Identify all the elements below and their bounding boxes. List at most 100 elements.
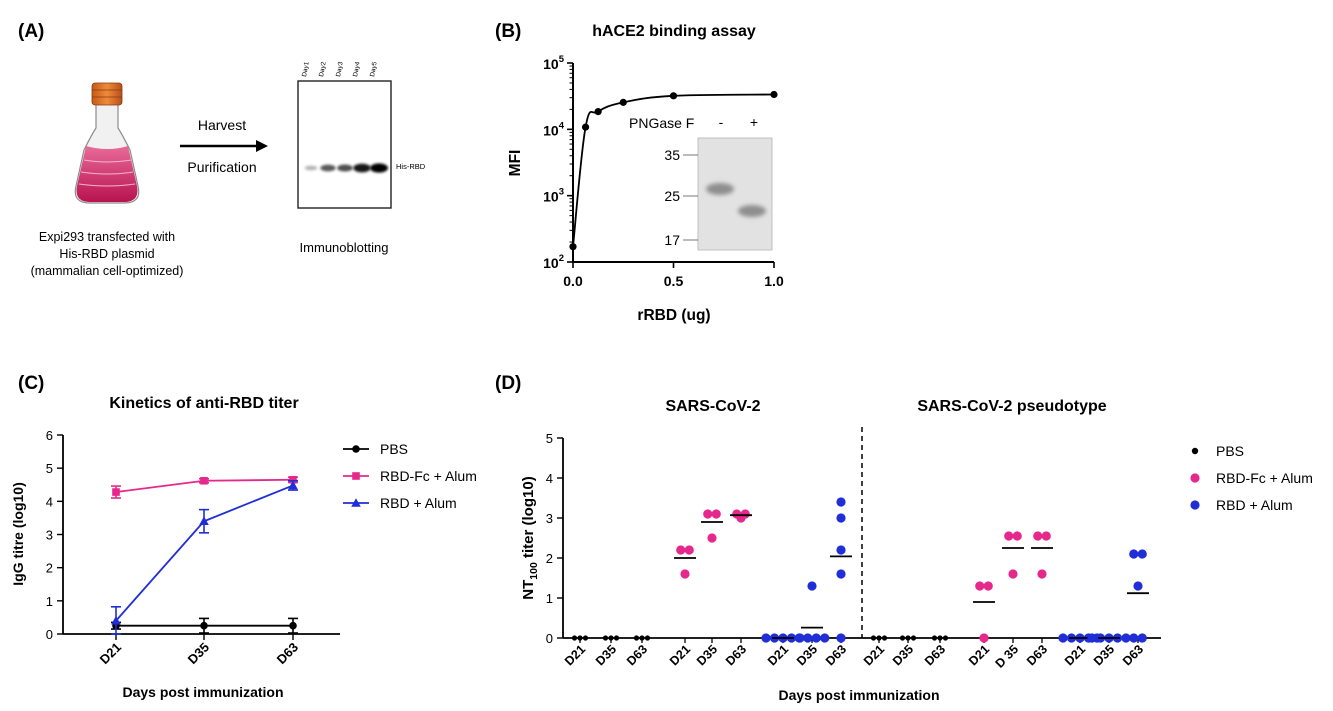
chart-b-ytick-base: 10 bbox=[543, 189, 559, 205]
chart-c-data-point bbox=[200, 476, 208, 485]
chart-c-data-point bbox=[289, 475, 297, 484]
chart-c-ytick-label: 2 bbox=[46, 561, 53, 576]
inset-band-untreated bbox=[706, 183, 734, 195]
chart-c-xlabel: Days post immunization bbox=[122, 684, 283, 700]
chart-c-ytick-label: 4 bbox=[46, 494, 53, 509]
chart-c-data-point bbox=[289, 621, 297, 630]
chart-d-data-point bbox=[905, 635, 911, 641]
chart-b-data-point bbox=[594, 108, 602, 116]
lane-label-day4: Day4 bbox=[352, 61, 362, 78]
chart-d-legend-marker bbox=[1191, 447, 1199, 455]
chart-d-data-point bbox=[979, 633, 989, 643]
chart-d-data-point bbox=[761, 633, 771, 643]
chart-d-title-left: SARS-CoV-2 bbox=[665, 398, 760, 415]
inset-title: PNGase F bbox=[629, 115, 694, 131]
chart-d-ytick-label: 2 bbox=[546, 551, 553, 566]
chart-d-xtick-label: D35 bbox=[593, 642, 619, 668]
chart-c-title: Kinetics of anti-RBD titer bbox=[109, 395, 298, 412]
chart-d-xtick-label: D63 bbox=[1024, 642, 1050, 668]
chart-c-legend-marker bbox=[352, 472, 360, 480]
chart-c-legend-label: RBD + Alum bbox=[380, 495, 457, 511]
chart-d-data-point bbox=[836, 569, 846, 579]
chart-d-xlabel: Days post immunization bbox=[778, 687, 939, 703]
chart-c-legend: PBS RBD-Fc + Alum RBD + Alum bbox=[343, 441, 477, 511]
chart-d-data-point bbox=[870, 635, 877, 641]
chart-c-ytick-label: 3 bbox=[46, 528, 53, 543]
chart-d-ytick-label: 1 bbox=[546, 591, 553, 606]
chart-d-data-point bbox=[836, 633, 846, 643]
inset-plus-label: + bbox=[750, 114, 758, 130]
chart-b-ytick-label: 103 bbox=[543, 187, 564, 205]
western-blot: Day1 Day2 Day3 Day4 Day5 His-RBD bbox=[297, 61, 426, 209]
chart-c-xtick-label: D35 bbox=[185, 640, 212, 667]
chart-d-xtick-label: D21 bbox=[1062, 642, 1088, 668]
chart-d-ylabel: NT100 titer (log10) bbox=[520, 476, 540, 599]
flask-illustration bbox=[74, 82, 140, 204]
panel-d: (D) SARS-CoV-2 SARS-CoV-2 pseudotype 0 1 2… bbox=[495, 373, 1313, 703]
chart-d-legend-label: PBS bbox=[1216, 443, 1244, 459]
chart-d-data-point bbox=[794, 633, 804, 643]
chart-d-ytick-label: 3 bbox=[546, 511, 553, 526]
chart-d-data-point bbox=[703, 509, 713, 519]
chart-d-xtick-label: D35 bbox=[794, 642, 820, 668]
chart-d-data-point bbox=[1121, 633, 1131, 643]
chart-b-xlabel: rRBD (ug) bbox=[637, 307, 710, 324]
flask-caption-line-3: (mammalian cell-optimized) bbox=[31, 264, 184, 278]
chart-d-data-point bbox=[836, 513, 846, 523]
chart-d-data-point bbox=[876, 635, 882, 641]
inset-marker-17: 17 bbox=[664, 232, 680, 248]
chart-d-data-point bbox=[1037, 569, 1047, 579]
chart-c-xtick-label: D21 bbox=[97, 640, 124, 667]
blot-band-lane-4 bbox=[353, 163, 371, 173]
chart-c-data-point bbox=[199, 516, 209, 526]
chart-b-data-point bbox=[581, 123, 590, 131]
chart-d-data-point bbox=[684, 545, 694, 555]
chart-c-data-point bbox=[112, 488, 120, 496]
chart-d-data-point bbox=[676, 545, 686, 555]
blot-band-lane-1 bbox=[304, 165, 318, 171]
chart-d-data-point bbox=[899, 635, 906, 641]
chart-d-data-point bbox=[820, 633, 830, 643]
chart-d-xtick-label: D63 bbox=[624, 642, 650, 668]
chart-d-data-point bbox=[807, 581, 817, 591]
blot-band-lane-2 bbox=[320, 164, 336, 172]
chart-d-data-point bbox=[1129, 633, 1139, 643]
blot-caption: Immunoblotting bbox=[300, 240, 389, 255]
process-arrow-head-icon bbox=[256, 140, 268, 152]
chart-d-data-point bbox=[1041, 531, 1051, 541]
chart-d-data-point bbox=[602, 635, 609, 641]
blot-band-lane-3 bbox=[337, 164, 353, 172]
chart-d-data-point bbox=[571, 635, 578, 641]
chart-c-ytick-label: 0 bbox=[46, 627, 53, 642]
chart-c-ytick-label: 6 bbox=[46, 428, 53, 443]
chart-d-data-point bbox=[910, 635, 917, 641]
chart-c-ytick-label: 5 bbox=[46, 461, 53, 476]
flask-caption-line-2: His-RBD plasmid bbox=[59, 247, 154, 261]
chart-d-data-point bbox=[582, 635, 589, 641]
panel-d-label: (D) bbox=[495, 373, 521, 394]
pngase-inset: PNGase F - + 35 25 17 bbox=[629, 114, 773, 251]
chart-d-data-point bbox=[983, 581, 993, 591]
chart-c-data-point bbox=[288, 480, 298, 490]
band-label: His-RBD bbox=[396, 162, 426, 171]
chart-b-ytick-label: 102 bbox=[543, 253, 564, 271]
chart-d-legend-label: RBD-Fc + Alum bbox=[1216, 470, 1313, 486]
blot-frame bbox=[297, 80, 392, 209]
chart-d-xtick-label: D63 bbox=[723, 642, 749, 668]
chart-b-data-point bbox=[569, 243, 577, 251]
chart-d-ytick-label: 0 bbox=[546, 631, 553, 646]
chart-c-data-point bbox=[200, 621, 208, 630]
arrow-label-purification: Purification bbox=[187, 159, 256, 175]
chart-d-title-right: SARS-CoV-2 pseudotype bbox=[917, 398, 1106, 415]
chart-d-data-point bbox=[1004, 531, 1014, 541]
chart-d-legend: PBS RBD-Fc + Alum RBD + Alum bbox=[1190, 443, 1313, 513]
chart-d-data-point bbox=[931, 635, 938, 641]
chart-b-xtick-label: 0.0 bbox=[563, 273, 583, 289]
chart-d-data-point bbox=[803, 633, 813, 643]
chart-d-legend-label: RBD + Alum bbox=[1216, 497, 1293, 513]
chart-d-data-point bbox=[639, 635, 645, 641]
chart-b-ytick-base: 10 bbox=[543, 122, 559, 138]
chart-d-xtick-label: D21 bbox=[861, 642, 887, 668]
chart-b-ytick-label: 104 bbox=[543, 120, 565, 138]
